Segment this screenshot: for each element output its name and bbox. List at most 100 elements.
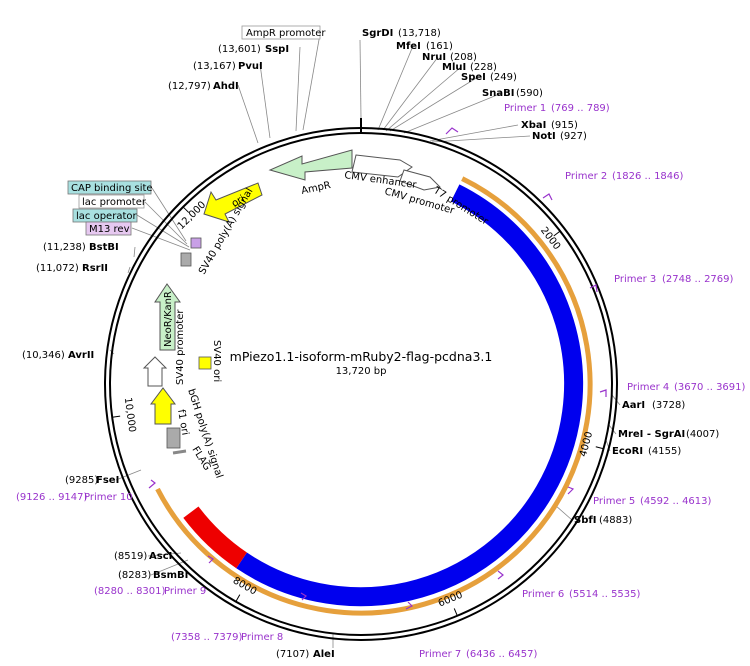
primer-label-3: Primer 3 (2748 .. 2769) [614, 274, 734, 285]
primer-label-4: Primer 4 (3670 .. 3691) [627, 382, 746, 393]
svg-text:(4155): (4155) [648, 446, 681, 457]
svg-text:PvuI: PvuI [238, 61, 263, 72]
leader-line [150, 559, 189, 576]
leader-line [385, 66, 462, 132]
lac-operator-label: lac operator [76, 211, 137, 222]
leader-line [115, 469, 142, 481]
svg-text:SnaBI: SnaBI [482, 88, 514, 99]
mruby-feature-arc [183, 506, 248, 569]
svg-text:(9126 .. 9147): (9126 .. 9147) [16, 492, 88, 503]
cmv-promoter-arrow [399, 169, 442, 191]
site-label-sgrdi: SgrDI (13,718) [362, 28, 441, 39]
svg-text:(11,072): (11,072) [36, 263, 79, 274]
svg-text:SbfI: SbfI [574, 515, 596, 526]
svg-text:NotI: NotI [532, 131, 556, 142]
svg-text:AleI: AleI [313, 649, 335, 660]
size-tick-mark [553, 230, 561, 237]
size-tick-mark [182, 206, 190, 213]
svg-text:(8519): (8519) [114, 551, 147, 562]
site-label-fsei: (9285) FseI [65, 475, 119, 486]
svg-text:(10,346): (10,346) [22, 350, 65, 361]
svg-text:Primer 6: Primer 6 [522, 589, 564, 600]
svg-text:(927): (927) [560, 131, 587, 142]
site-label-mlui: MluI (228) [442, 62, 497, 73]
site-label-spei: SpeI (249) [461, 72, 517, 83]
size-tick-label: 4000 [578, 431, 595, 458]
site-label-rsrii: (11,072) RsrII [36, 263, 108, 274]
site-label-ecori: EcoRI (4155) [612, 446, 681, 457]
leader-line [127, 266, 131, 274]
svg-text:SpeI: SpeI [461, 72, 486, 83]
svg-text:(13,167): (13,167) [193, 61, 236, 72]
size-tick-label: 12,000 [176, 199, 208, 232]
primer-label-2: Primer 2 (1826 .. 1846) [565, 171, 684, 182]
primer-label-10: (9126 .. 9147) Primer 10 [16, 492, 133, 503]
leader-line [403, 92, 503, 134]
site-label-aari: AarI (3728) [622, 400, 685, 411]
primer-label-8: (7358 .. 7379) Primer 8 [171, 632, 283, 643]
neor-arrow [154, 283, 181, 351]
svg-text:FseI: FseI [96, 475, 119, 486]
mpiezo-label: mPiezo1.1 [505, 445, 539, 496]
ampr-label: AmpR [300, 180, 332, 197]
leader-line [259, 63, 271, 139]
leader-line [144, 201, 188, 245]
svg-text:(769 .. 789): (769 .. 789) [551, 103, 610, 114]
site-label-ahdi: (12,797) AhdI [168, 81, 239, 92]
bgh-box [166, 427, 181, 449]
size-tick-mark [112, 415, 121, 418]
sv40-ori-box [198, 356, 212, 370]
f1-ori-arrow [150, 387, 176, 425]
leader-line [431, 135, 531, 143]
svg-text:BsmBI: BsmBI [153, 570, 188, 581]
svg-text:(8280 .. 8301): (8280 .. 8301) [94, 586, 166, 597]
svg-text:(228): (228) [470, 62, 497, 73]
sv40-promoter-label: SV40 promoter [175, 309, 186, 385]
leader-line [131, 227, 191, 251]
leader-line [295, 46, 301, 132]
svg-text:XbaI: XbaI [521, 120, 546, 131]
svg-text:(249): (249) [490, 72, 517, 83]
primer-label-1: Primer 1 (769 .. 789) [504, 103, 610, 114]
sv40-promoter-arrow [142, 356, 168, 387]
ampr-promoter-box: AmpR promoter [241, 25, 326, 40]
svg-text:(13,718): (13,718) [398, 28, 441, 39]
m13-rev-box: M13 rev [85, 221, 132, 236]
svg-text:(1826 .. 1846): (1826 .. 1846) [612, 171, 684, 182]
primer-label-9: (8280 .. 8301) Primer 9 [94, 586, 206, 597]
svg-text:Primer 5: Primer 5 [593, 496, 635, 507]
sv40-ori-label: SV40 ori [211, 340, 222, 382]
cap-binding-site-label: CAP binding site [71, 183, 153, 194]
plasmid-name: mPiezo1.1-isoform-mRuby2-flag-pcdna3.1 [230, 349, 493, 364]
svg-text:(161): (161) [426, 41, 453, 52]
svg-text:Primer 3: Primer 3 [614, 274, 656, 285]
svg-text:Primer 4: Primer 4 [627, 382, 669, 393]
site-label-bsmbi: (8283) BsmBI [118, 570, 188, 581]
site-label-bstbi: (11,238) BstBI [43, 242, 119, 253]
leader-line [377, 45, 414, 131]
lac-element-box [190, 237, 202, 249]
svg-text:MreI - SgrAI: MreI - SgrAI [618, 429, 685, 440]
svg-text:Primer 7: Primer 7 [419, 649, 461, 660]
lac-promoter-box: lac promoter [78, 194, 147, 209]
site-label-asci: (8519) AscI [114, 551, 172, 562]
ori-arrow [203, 182, 263, 223]
ampr-arrow [268, 149, 353, 181]
svg-text:(9285): (9285) [65, 475, 98, 486]
svg-text:(8283): (8283) [118, 570, 151, 581]
leader-line [382, 56, 439, 131]
primer-coverage-arc [155, 176, 593, 616]
lac-operator-box: lac operator [72, 208, 137, 223]
size-tick-label: 6000 [437, 590, 465, 610]
site-label-mfei: MfeI (161) [396, 41, 453, 52]
mpiezo-feature-arc [236, 184, 584, 607]
site-label-sbfi: SbfI (4883) [574, 515, 632, 526]
svg-text:Primer 8: Primer 8 [241, 632, 283, 643]
site-label-noti: NotI (927) [532, 131, 587, 142]
m13-rev-label: M13 rev [89, 224, 130, 235]
flag-mark [172, 449, 187, 455]
svg-text:EcoRI: EcoRI [612, 446, 643, 457]
svg-text:(7107): (7107) [276, 649, 309, 660]
leader-line [133, 246, 136, 258]
